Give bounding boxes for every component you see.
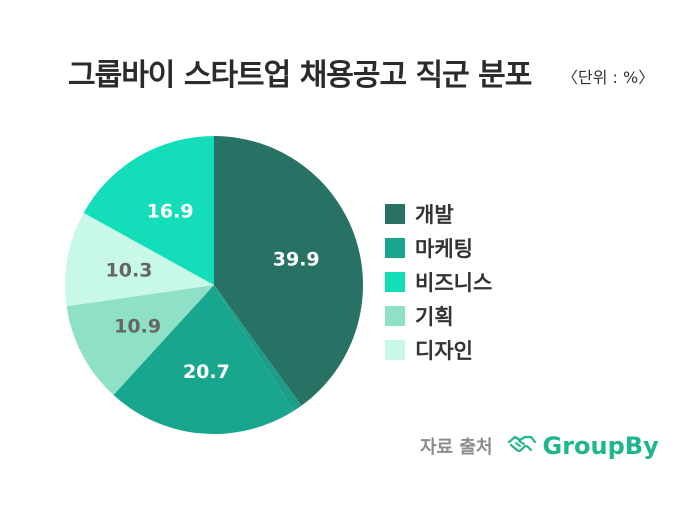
pie-slice-1 [214,285,302,411]
pie-slice-5 [83,136,214,285]
legend-item-planning: 기획 [385,299,492,333]
source-label: 자료 출처 [420,437,493,458]
legend-swatch [385,204,405,224]
legend-swatch [385,306,405,326]
pie-slice-4 [65,212,215,307]
legend-swatch [385,238,405,258]
slice-value-label-2: 20.7 [183,361,230,383]
legend-label: 마케팅 [415,237,473,261]
legend-label: 디자인 [415,339,473,363]
legend-label: 기획 [415,305,454,329]
pie-slice-2 [113,285,294,434]
unit-label: 〈단위 : %〉 [562,68,655,87]
legend-label: 비즈니스 [415,271,493,295]
legend-label: 개발 [415,203,454,227]
brand-logo-text: GroupBy [542,432,659,460]
pie-slice-0 [214,136,363,406]
legend-item-design: 디자인 [385,333,492,367]
chart-title: 그룹바이 스타트업 채용공고 직군 분포 [68,58,532,93]
pie-slice-3 [66,285,214,395]
legend-item-business: 비즈니스 [385,265,492,299]
legend: 개발 마케팅 비즈니스 기획 디자인 [385,197,492,367]
slice-value-label-3: 10.9 [114,315,161,337]
handshake-icon [507,433,537,459]
slice-value-label-5: 16.9 [147,201,194,223]
legend-swatch [385,340,405,360]
legend-swatch [385,272,405,292]
legend-item-marketing: 마케팅 [385,231,492,265]
slice-value-label-4: 10.3 [106,259,153,281]
legend-item-dev: 개발 [385,197,492,231]
source-credit: 자료 출처 GroupBy [420,432,659,460]
slice-value-label-0: 39.9 [273,248,320,270]
